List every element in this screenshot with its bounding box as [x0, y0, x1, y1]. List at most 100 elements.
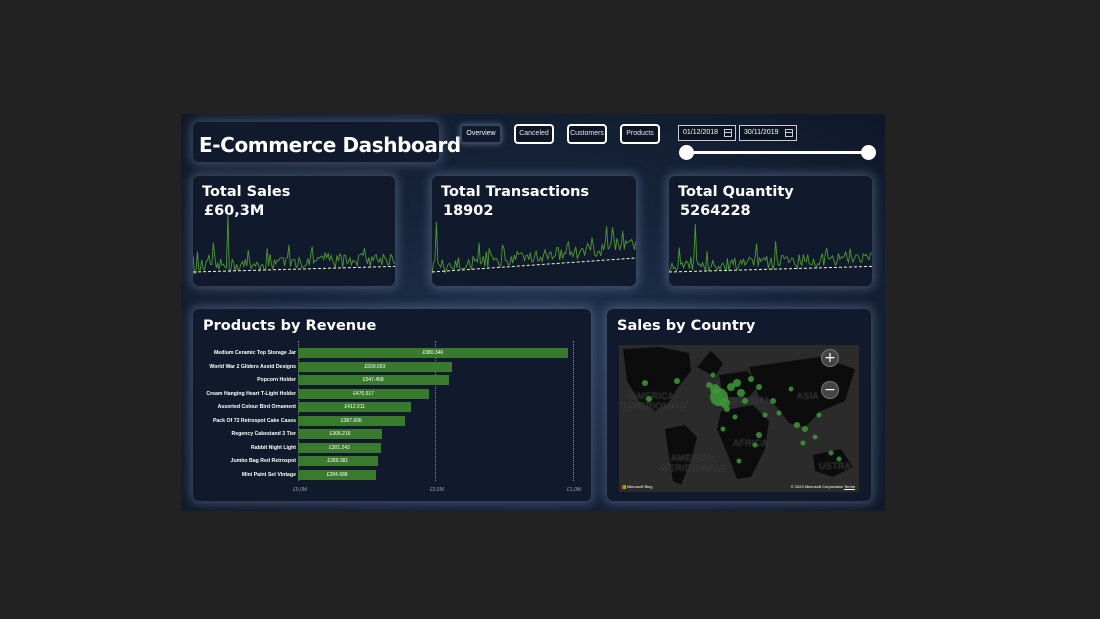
tab-customers[interactable]: Customers: [567, 124, 607, 144]
bar-value-label: £284.688: [326, 471, 348, 478]
bar-value-label: £387.606: [340, 417, 362, 424]
bar[interactable]: [298, 415, 405, 426]
section-title: Products by Revenue: [203, 318, 377, 334]
map-data-point[interactable]: [770, 398, 776, 404]
sales-by-country-card: Sales by Country AMERICA TENTRIONALE EUR…: [607, 309, 871, 501]
map-data-point[interactable]: [646, 396, 652, 402]
sparkline-chart: [193, 213, 395, 274]
bar-category-label: Assorted Colour Bird Ornament: [217, 404, 296, 410]
map-region-label: AFRICA: [733, 438, 768, 448]
kpi-label: Total Sales: [202, 184, 291, 200]
zoom-out-button[interactable]: −: [821, 381, 839, 399]
end-date-input[interactable]: 30/11/2019: [739, 125, 797, 141]
map-data-point[interactable]: [828, 450, 834, 456]
map-data-point[interactable]: [802, 426, 808, 432]
map-data-point[interactable]: [724, 406, 730, 412]
dashboard-canvas: E-Commerce Dashboard Overview Canceled C…: [181, 114, 885, 511]
bar-value-label: £980.346: [422, 350, 444, 356]
bar-category-label: Rabbit Night Light: [251, 444, 296, 451]
map-data-point[interactable]: [756, 384, 762, 390]
bar[interactable]: [298, 388, 430, 399]
calendar-icon[interactable]: [785, 129, 793, 137]
end-date-value: 30/11/2019: [744, 129, 779, 136]
map-data-point[interactable]: [732, 414, 738, 420]
map-data-point[interactable]: [742, 398, 748, 404]
bar[interactable]: [298, 402, 412, 412]
map-region-label: MERIDIONALE: [661, 463, 727, 473]
kpi-card-total-sales: Total Sales £60,3M: [193, 176, 395, 286]
map-data-point[interactable]: [748, 376, 754, 382]
axis-tick-label: £1,0M: [567, 487, 581, 493]
gridline: [435, 341, 436, 481]
map-region-label: AMERICA: [631, 391, 675, 401]
map-data-point[interactable]: [674, 378, 680, 384]
microsoft-logo-icon: [622, 484, 626, 489]
kpi-value: 5264228: [680, 203, 751, 219]
bar-category-label: Popcorn Holder: [257, 377, 296, 383]
map-data-point[interactable]: [736, 458, 742, 464]
bar[interactable]: [298, 361, 452, 372]
bar[interactable]: [298, 429, 383, 439]
kpi-card-total-quantity: Total Quantity 5264228: [669, 176, 872, 286]
map-region-label: ASIA: [797, 391, 819, 401]
map-data-point[interactable]: [720, 426, 726, 432]
map-data-point[interactable]: [776, 410, 782, 416]
terms-link[interactable]: Terms: [844, 484, 855, 489]
start-date-input[interactable]: 01/12/2018: [678, 125, 736, 141]
bar[interactable]: [298, 456, 378, 466]
map-data-point[interactable]: [752, 442, 758, 448]
map-data-point[interactable]: [733, 379, 741, 387]
map-data-point[interactable]: [788, 386, 794, 392]
bar-value-label: £306.216: [329, 431, 351, 437]
kpi-value: 18902: [443, 203, 494, 219]
map-data-point[interactable]: [800, 440, 806, 446]
bar[interactable]: [298, 469, 377, 480]
sparkline: [669, 223, 872, 272]
zoom-in-button[interactable]: +: [821, 349, 839, 367]
map-data-point[interactable]: [756, 432, 762, 438]
map-data-point[interactable]: [816, 412, 822, 418]
map-copyright: © 2023 Microsoft Corporation: [790, 484, 844, 489]
tab-overview[interactable]: Overview: [460, 124, 502, 144]
bar-category-label: Mini Paint Set Vintage: [241, 471, 296, 478]
axis-tick-label: £0,5M: [430, 487, 444, 493]
map-data-point[interactable]: [706, 382, 712, 388]
products-by-revenue-card: Products by Revenue £0,0M £0,5M £1,0M Me…: [193, 309, 591, 501]
map-data-point[interactable]: [720, 398, 730, 408]
date-slider-end-handle[interactable]: [861, 145, 876, 160]
world-map[interactable]: AMERICA TENTRIONALE EUROPA ASIA AFRICA A…: [619, 345, 859, 492]
bar-value-label: £476.517: [353, 390, 374, 397]
page-title: E-Commerce Dashboard: [199, 133, 461, 157]
map-region-label: AMERICA: [671, 453, 715, 463]
section-title: Sales by Country: [617, 318, 756, 334]
map-data-point[interactable]: [727, 383, 735, 391]
map-data-point[interactable]: [710, 384, 720, 394]
bar[interactable]: [298, 375, 449, 385]
start-date-value: 01/12/2018: [683, 129, 719, 136]
calendar-icon[interactable]: [724, 129, 732, 137]
bar[interactable]: [298, 348, 568, 358]
map-data-point[interactable]: [794, 422, 800, 428]
sparkline: [432, 221, 636, 275]
date-range-slider[interactable]: [686, 151, 870, 154]
map-data-point[interactable]: [710, 372, 716, 378]
kpi-label: Total Quantity: [678, 184, 794, 200]
map-attribution: © 2023 Microsoft Corporation Terms: [791, 484, 855, 489]
trend-line: [432, 257, 636, 273]
bar[interactable]: [298, 442, 381, 453]
map-data-point[interactable]: [762, 412, 768, 418]
bar-value-label: £547.458: [362, 377, 384, 383]
date-slider-start-handle[interactable]: [679, 145, 694, 160]
kpi-card-total-transactions: Total Transactions 18902: [432, 176, 636, 286]
map-data-point[interactable]: [642, 380, 648, 386]
tab-products[interactable]: Products: [620, 124, 660, 144]
map-brand-label: Microsoft Bing: [627, 484, 653, 489]
map-data-point[interactable]: [737, 389, 745, 397]
trend-line: [669, 265, 872, 273]
map-region-label: USTRA: [819, 461, 852, 471]
tab-canceled[interactable]: Canceled: [514, 124, 554, 144]
bar-category-label: Pack Of 72 Retrospot Cake Cases: [212, 417, 296, 424]
sales-points-layer: [642, 372, 842, 464]
map-data-point[interactable]: [836, 456, 842, 462]
map-data-point[interactable]: [812, 434, 818, 440]
